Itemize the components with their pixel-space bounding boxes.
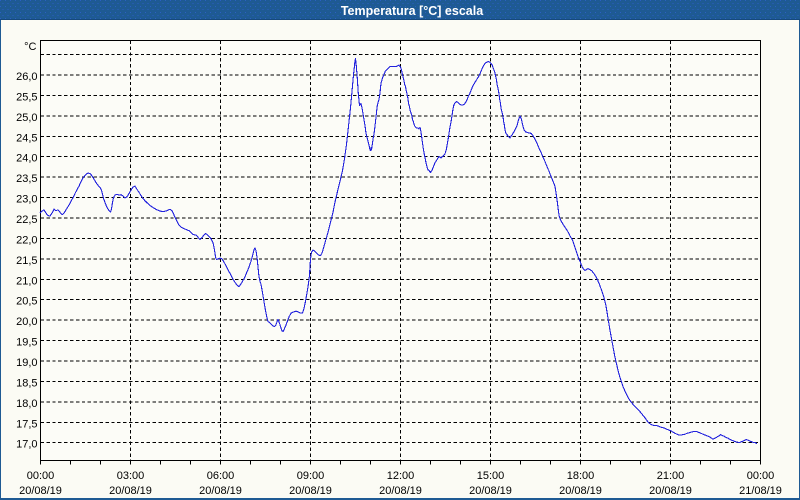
svg-text:23,0: 23,0 xyxy=(16,194,37,206)
svg-text:21,0: 21,0 xyxy=(16,275,37,287)
svg-text:00:00: 00:00 xyxy=(747,470,775,482)
svg-text:03:00: 03:00 xyxy=(117,470,145,482)
svg-text:21:00: 21:00 xyxy=(657,470,685,482)
svg-text:°C: °C xyxy=(24,41,36,53)
svg-text:19,5: 19,5 xyxy=(16,337,37,349)
svg-text:18,0: 18,0 xyxy=(16,398,37,410)
svg-text:19,0: 19,0 xyxy=(16,357,37,369)
svg-text:18,5: 18,5 xyxy=(16,377,37,389)
svg-text:21/08/19: 21/08/19 xyxy=(739,485,782,497)
svg-text:23,5: 23,5 xyxy=(16,173,37,185)
svg-text:Temperatura [°C] escala: Temperatura [°C] escala xyxy=(341,4,484,18)
svg-text:20/08/19: 20/08/19 xyxy=(559,485,602,497)
svg-text:17,5: 17,5 xyxy=(16,418,37,430)
svg-text:22,0: 22,0 xyxy=(16,234,37,246)
svg-text:00:00: 00:00 xyxy=(27,470,55,482)
svg-text:15:00: 15:00 xyxy=(477,470,505,482)
svg-text:20/08/19: 20/08/19 xyxy=(379,485,422,497)
svg-text:20/08/19: 20/08/19 xyxy=(649,485,692,497)
svg-text:20/08/19: 20/08/19 xyxy=(199,485,242,497)
svg-text:20,0: 20,0 xyxy=(16,316,37,328)
svg-text:20/08/19: 20/08/19 xyxy=(289,485,332,497)
svg-text:20/08/19: 20/08/19 xyxy=(109,485,152,497)
svg-text:06:00: 06:00 xyxy=(207,470,235,482)
svg-text:22,5: 22,5 xyxy=(16,214,37,226)
svg-text:20/08/19: 20/08/19 xyxy=(19,485,62,497)
svg-text:17,0: 17,0 xyxy=(16,439,37,451)
svg-text:25,0: 25,0 xyxy=(16,112,37,124)
svg-text:20/08/19: 20/08/19 xyxy=(469,485,512,497)
svg-text:20,5: 20,5 xyxy=(16,296,37,308)
svg-text:09:00: 09:00 xyxy=(297,470,325,482)
svg-text:24,0: 24,0 xyxy=(16,153,37,165)
svg-text:21,5: 21,5 xyxy=(16,255,37,267)
svg-text:26,0: 26,0 xyxy=(16,71,37,83)
svg-text:24,5: 24,5 xyxy=(16,132,37,144)
svg-text:12:00: 12:00 xyxy=(387,470,415,482)
svg-text:25,5: 25,5 xyxy=(16,91,37,103)
svg-text:18:00: 18:00 xyxy=(567,470,595,482)
